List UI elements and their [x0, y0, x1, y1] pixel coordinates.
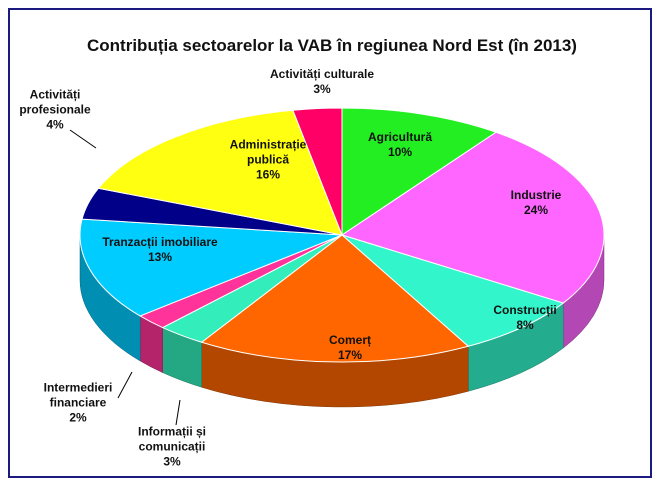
category-label: Agricultură: [367, 130, 432, 144]
slice-label: Intermedieri financiare 2%: [23, 381, 133, 426]
chart-title: Contribuția sectoarelor la VAB în regiun…: [87, 36, 577, 55]
slice-label: Comerț 17%: [305, 333, 395, 363]
slice-label: Tranzacții imobiliare 13%: [80, 235, 240, 265]
leader-line: [69, 129, 97, 149]
category-label: Administrație publică: [229, 137, 307, 167]
category-label: Informații și comunicații: [137, 424, 206, 454]
slice: [79, 218, 343, 317]
value-label: 8%: [516, 318, 534, 332]
value-label: 3%: [313, 82, 331, 96]
category-label: Activități culturale: [269, 67, 375, 81]
value-label: 10%: [387, 145, 413, 159]
value-label: 3%: [163, 454, 181, 469]
value-label: 2%: [69, 410, 87, 425]
slice: [341, 234, 565, 347]
slice-label: Administrație publică 16%: [213, 138, 323, 183]
slice-label: Activități culturale 3%: [242, 67, 402, 97]
value-label: 13%: [147, 250, 173, 264]
slice-label: Informații și comunicații 3%: [132, 425, 212, 470]
category-label: Intermedieri financiare: [43, 380, 113, 410]
category-label: Comerț: [328, 333, 371, 347]
category-label: Tranzacții imobiliare: [102, 235, 218, 249]
slice: [340, 131, 605, 304]
category-label: Activități profesionale: [19, 87, 91, 117]
slice: [97, 109, 343, 236]
value-label: 16%: [255, 167, 281, 182]
slice-label: Agricultură 10%: [350, 130, 450, 160]
category-label: Construcții: [493, 303, 557, 317]
slice: [292, 107, 343, 236]
slice: [200, 234, 470, 363]
chart-frame: [8, 8, 652, 478]
category-label: Industrie: [510, 188, 562, 202]
value-label: 17%: [337, 348, 363, 362]
slice: [341, 107, 498, 236]
slice-label: Construcții 8%: [480, 303, 570, 333]
leader-line: [175, 399, 181, 426]
slice-label: Activități profesionale 4%: [0, 88, 110, 133]
leader-line: [117, 371, 133, 399]
value-label: 4%: [46, 117, 64, 132]
value-label: 24%: [523, 203, 549, 217]
slice-label: Industrie 24%: [491, 188, 581, 218]
